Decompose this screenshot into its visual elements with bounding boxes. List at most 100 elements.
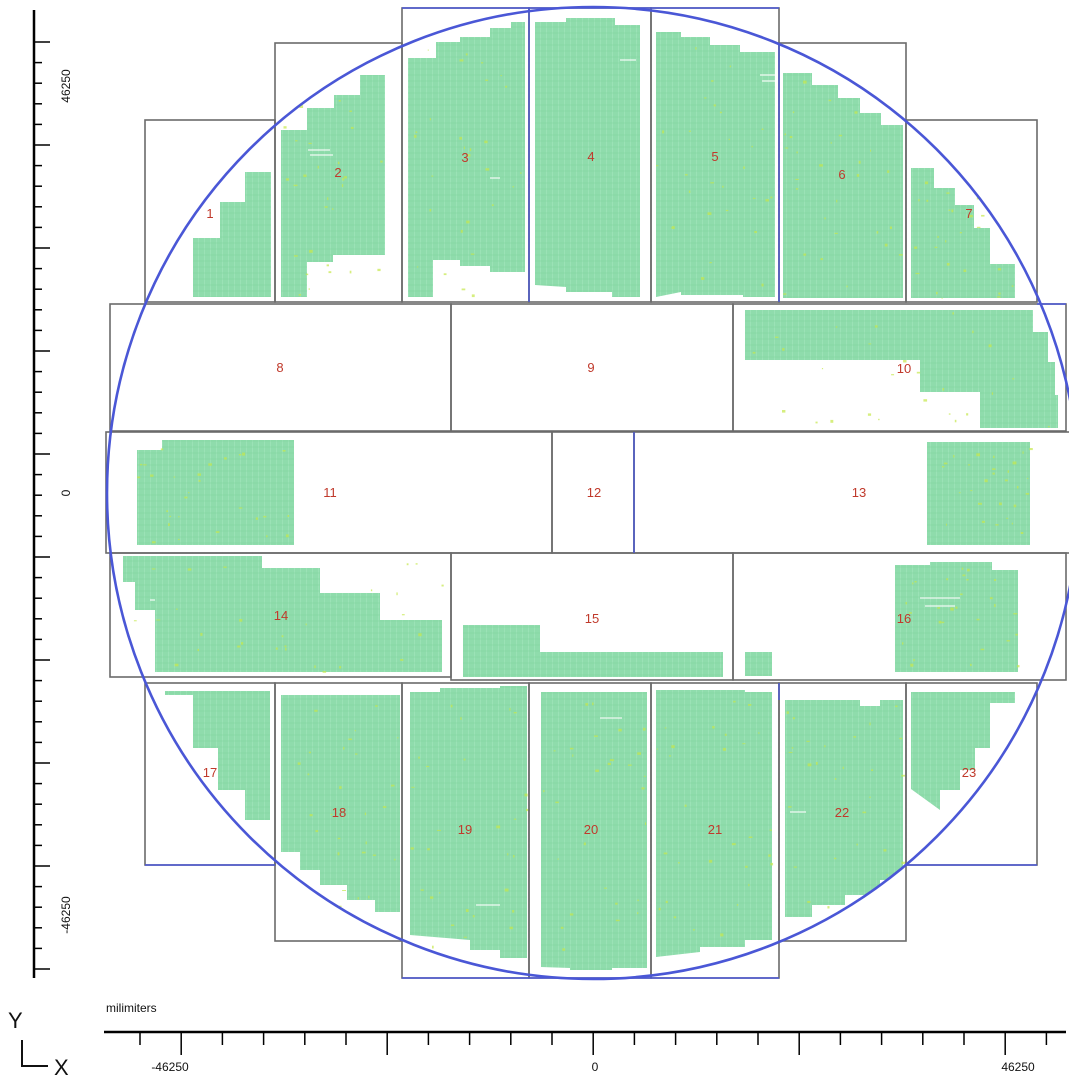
defect-speck [459, 59, 464, 62]
defect-speck [166, 510, 168, 513]
defect-speck [309, 249, 313, 253]
defect-speck [941, 621, 945, 624]
defect-speck [910, 663, 914, 667]
defect-speck [976, 618, 980, 621]
defect-speck [769, 829, 772, 831]
defect-speck [869, 722, 871, 726]
defect-speck [339, 666, 342, 669]
defect-speck [615, 919, 620, 922]
die-fill-region-3 [408, 22, 525, 297]
defect-speck [761, 283, 764, 287]
defect-speck [143, 464, 147, 466]
defect-speck [862, 811, 867, 814]
defect-speck [437, 829, 441, 831]
defect-speck [173, 476, 176, 478]
defect-speck [792, 111, 795, 114]
defect-speck [878, 418, 880, 421]
defect-speck [803, 80, 807, 84]
defect-speck [994, 579, 997, 581]
defect-speck [748, 836, 753, 838]
defect-speck [926, 199, 929, 202]
defect-speck [761, 128, 764, 130]
defect-speck [266, 535, 268, 538]
defect-speck [223, 566, 227, 568]
defect-speck [339, 786, 342, 789]
defect-speck [903, 360, 907, 363]
x-axis-ticks [139, 1032, 1048, 1055]
defect-speck [396, 592, 398, 596]
defect-speck [555, 801, 559, 804]
defect-speck [948, 209, 951, 211]
defect-speck [898, 254, 903, 256]
defect-speck [901, 774, 906, 777]
defect-speck [988, 344, 992, 348]
defect-speck [791, 747, 794, 749]
defect-speck [313, 901, 316, 904]
defect-speck [989, 597, 993, 600]
defect-speck [785, 147, 789, 149]
defect-speck [953, 454, 955, 458]
region-label: 15 [585, 611, 599, 626]
defect-speck [238, 454, 242, 456]
die-fill-region-23 [911, 692, 1015, 810]
defect-speck [993, 455, 995, 459]
defect-speck [208, 463, 212, 466]
defect-speck [736, 904, 739, 906]
defect-speck [1012, 461, 1017, 465]
defect-speck [200, 632, 203, 636]
defect-speck [341, 184, 344, 188]
defect-speck-layer [133, 47, 1050, 951]
defect-speck [710, 182, 714, 184]
defect-speck [431, 175, 434, 177]
defect-speck [946, 192, 950, 194]
defect-speck [441, 584, 444, 587]
defect-speck [1013, 504, 1017, 508]
defect-speck [941, 466, 945, 468]
defect-speck [500, 75, 502, 77]
wafer-outline [105, 5, 1069, 981]
region-label: 10 [897, 361, 911, 376]
defect-speck [569, 747, 574, 750]
defect-speck [463, 936, 467, 938]
defect-speck [884, 243, 888, 247]
defect-speck [324, 206, 328, 208]
defect-speck [372, 854, 376, 856]
region-label: 23 [962, 765, 976, 780]
defect-speck [948, 413, 951, 415]
defect-speck [803, 253, 807, 256]
y-axis-ticks [34, 41, 50, 970]
defect-speck [869, 796, 871, 798]
defect-speck [967, 464, 971, 466]
defect-speck [970, 663, 972, 666]
defect-speck [287, 515, 290, 517]
defect-speck [656, 748, 658, 750]
defect-speck [1020, 532, 1024, 534]
defect-speck [745, 865, 748, 868]
defect-speck [719, 111, 722, 114]
defect-speck [995, 524, 999, 526]
region-label: 19 [458, 822, 472, 837]
defect-speck [326, 264, 329, 267]
defect-speck [789, 136, 793, 139]
defect-speck [168, 523, 170, 526]
defect-speck [469, 148, 472, 152]
defect-speck [883, 849, 887, 852]
defect-speck [466, 154, 471, 157]
defect-speck [459, 136, 462, 140]
die-gap-layer [150, 59, 960, 906]
defect-speck [678, 862, 680, 864]
defect-speck [450, 704, 453, 708]
defect-speck [418, 633, 422, 637]
defect-speck [972, 330, 974, 334]
defect-speck [938, 620, 942, 624]
defect-speck [853, 736, 856, 738]
die-fill-region-7 [911, 168, 1015, 298]
defect-speck [284, 645, 287, 648]
x-axis-unit-label: milimiters [106, 1001, 157, 1015]
defect-speck [298, 294, 301, 296]
defect-speck [846, 285, 848, 288]
defect-speck [754, 231, 757, 234]
defect-speck [684, 174, 688, 176]
